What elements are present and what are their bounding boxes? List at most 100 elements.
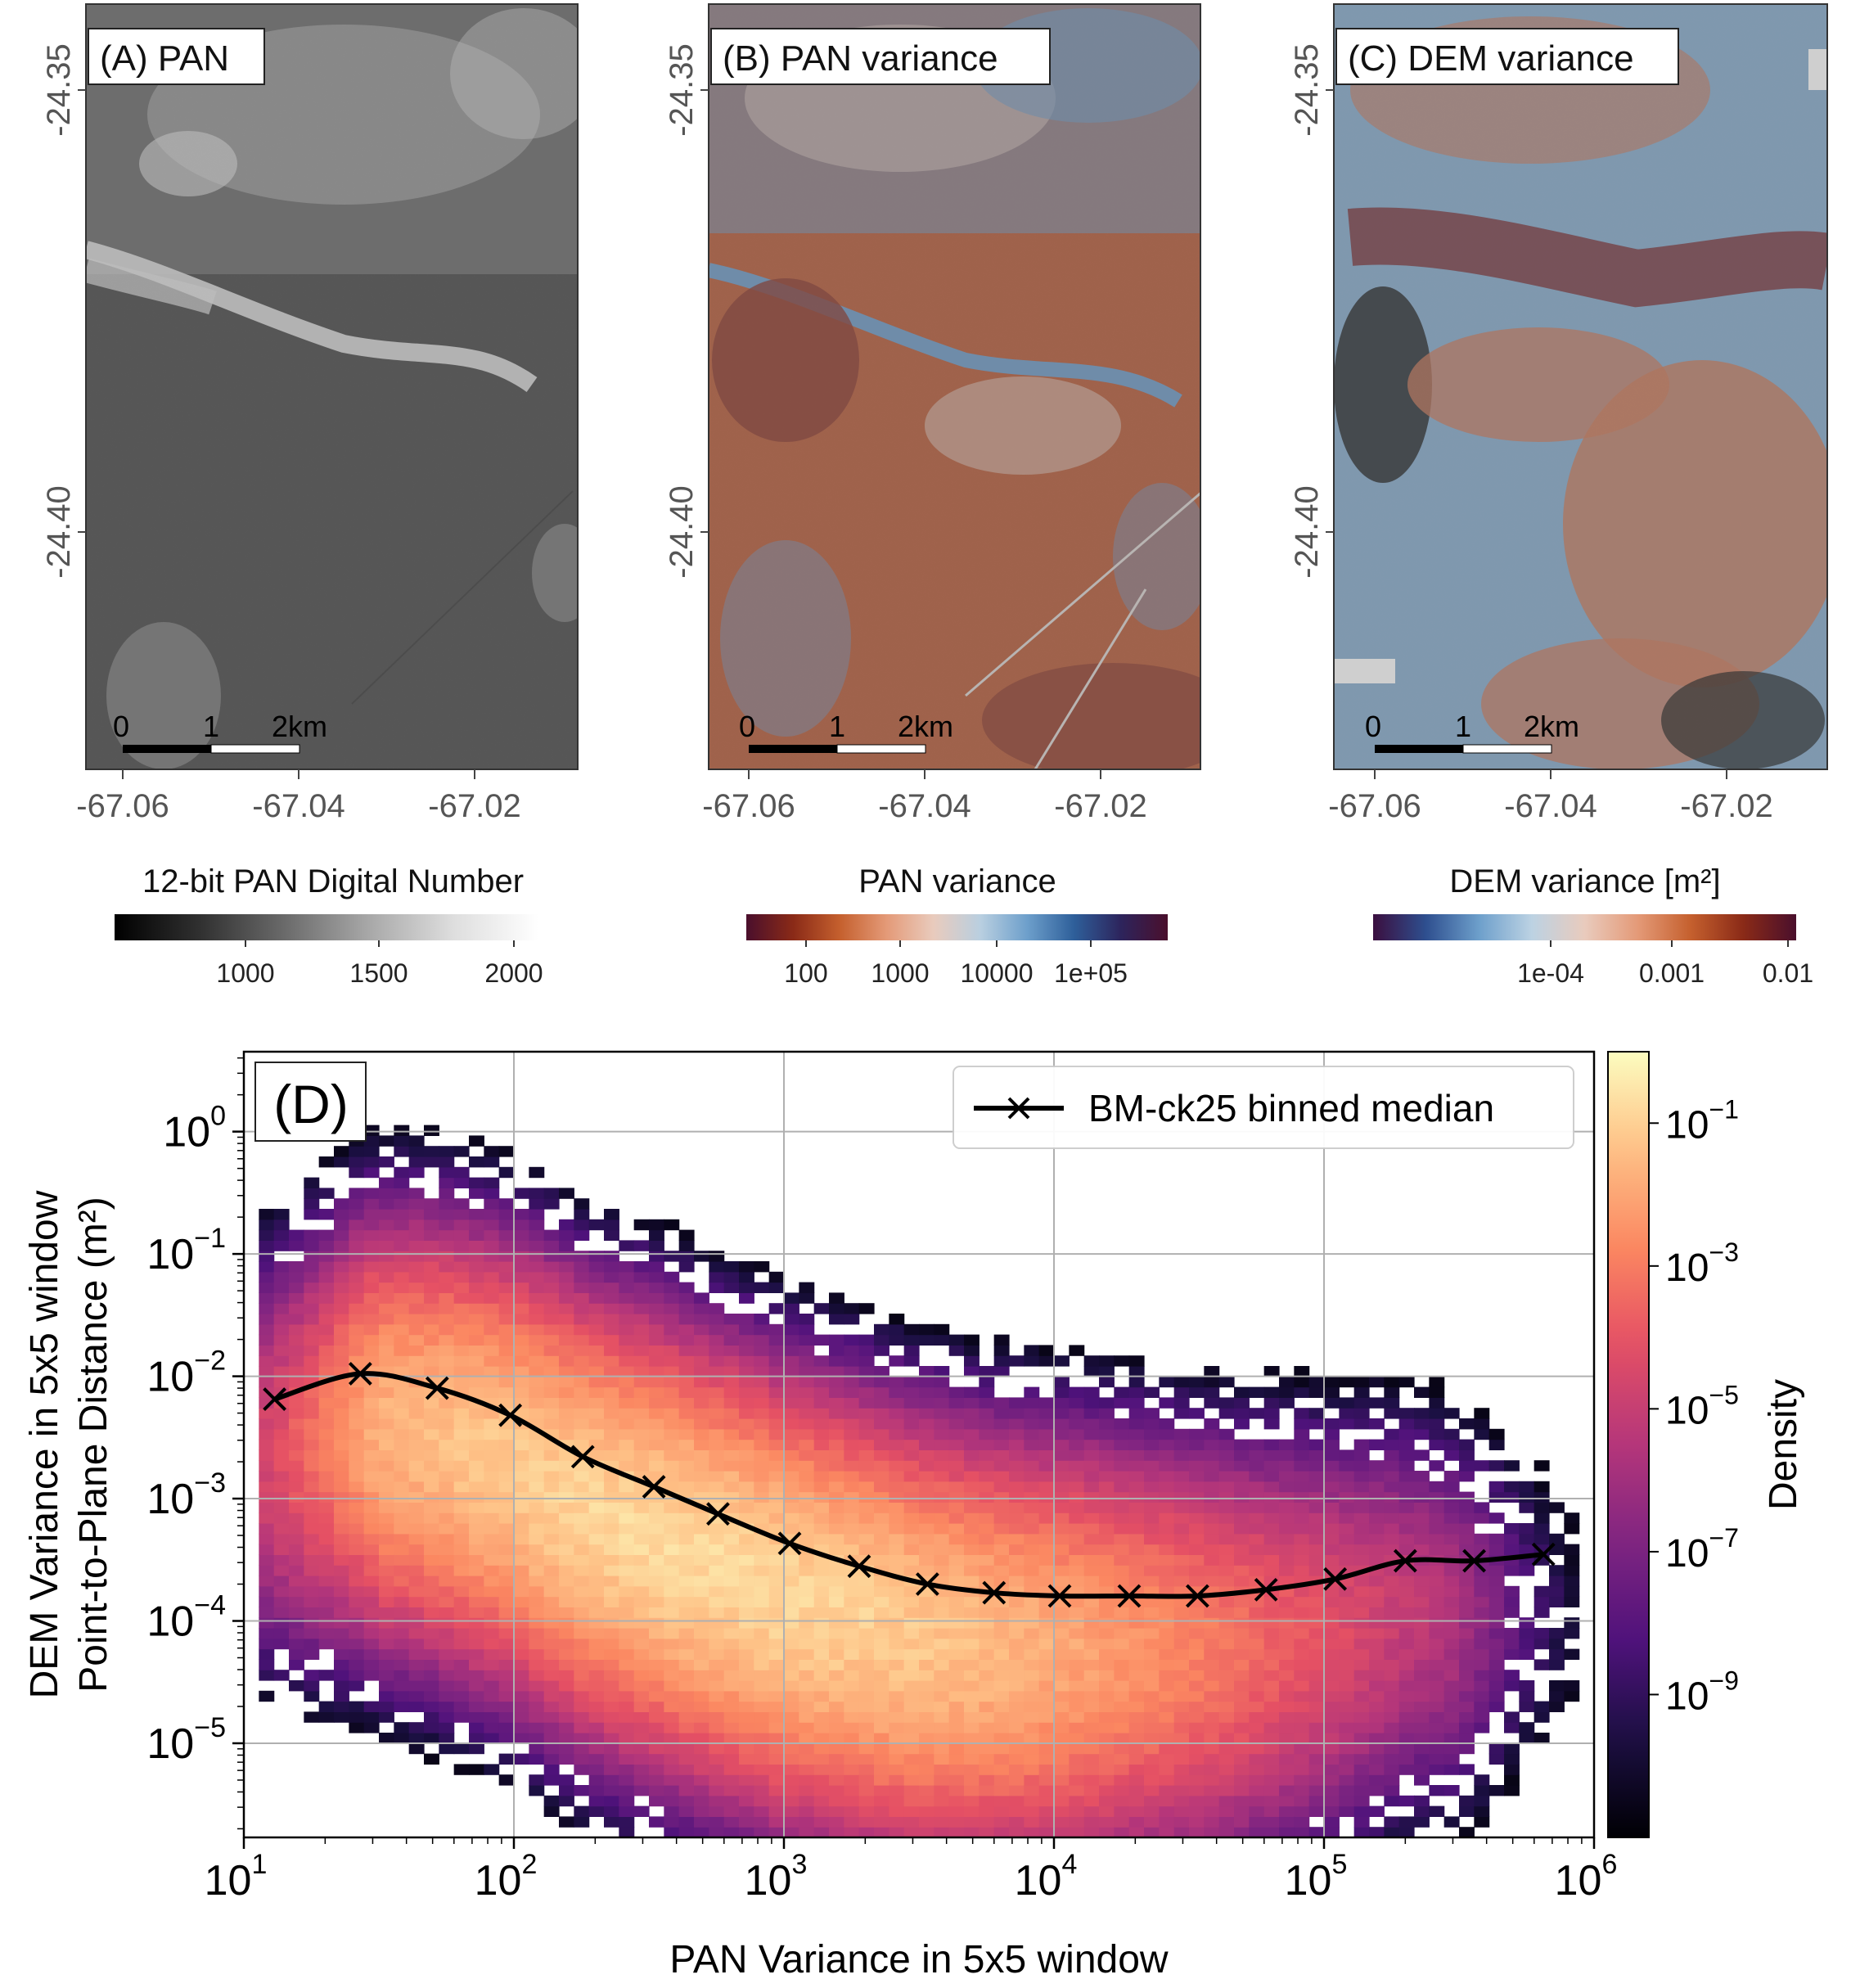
density-cell bbox=[664, 1376, 680, 1388]
density-cell bbox=[784, 1439, 799, 1450]
density-cell bbox=[964, 1795, 980, 1807]
density-cell bbox=[498, 1240, 515, 1251]
density-cell bbox=[574, 1617, 590, 1629]
density-cell bbox=[1009, 1701, 1025, 1712]
density-cell bbox=[379, 1670, 394, 1681]
density-cell bbox=[633, 1774, 650, 1786]
density-cell bbox=[919, 1607, 935, 1618]
density-cell bbox=[768, 1334, 785, 1346]
density-cell bbox=[889, 1711, 905, 1723]
density-cell bbox=[453, 1596, 470, 1607]
density-cell bbox=[754, 1439, 770, 1450]
density-cell bbox=[664, 1219, 680, 1231]
density-cell bbox=[1009, 1805, 1025, 1817]
density-cell bbox=[723, 1460, 740, 1472]
density-cell bbox=[304, 1303, 320, 1314]
density-cell bbox=[1009, 1418, 1025, 1430]
density-cell bbox=[574, 1648, 590, 1660]
density-cell bbox=[1429, 1805, 1445, 1817]
density-cell bbox=[439, 1460, 455, 1472]
density-cell bbox=[1114, 1722, 1130, 1733]
density-cell bbox=[304, 1460, 320, 1472]
density-cell bbox=[649, 1585, 664, 1598]
density-cell bbox=[1324, 1774, 1340, 1786]
density-cell bbox=[1263, 1460, 1280, 1472]
density-cell bbox=[1144, 1471, 1160, 1482]
density-cell bbox=[1234, 1753, 1250, 1765]
density-cell bbox=[739, 1785, 754, 1796]
density-cell bbox=[498, 1428, 515, 1440]
density-cell bbox=[1353, 1827, 1370, 1837]
density-cell bbox=[1069, 1690, 1085, 1702]
density-cell bbox=[799, 1355, 815, 1367]
density-cell bbox=[1519, 1701, 1535, 1712]
density-cell bbox=[1324, 1659, 1340, 1670]
density-cell bbox=[1054, 1711, 1070, 1723]
density-cell bbox=[273, 1345, 290, 1356]
density-cell bbox=[304, 1491, 320, 1503]
density-cell bbox=[1099, 1638, 1115, 1650]
density-cell bbox=[709, 1585, 725, 1598]
density-cell bbox=[678, 1251, 695, 1262]
density-cell bbox=[649, 1460, 664, 1472]
density-cell bbox=[1324, 1711, 1340, 1723]
density-cell bbox=[529, 1785, 545, 1796]
density-cell bbox=[259, 1585, 275, 1598]
svg-text:2km: 2km bbox=[898, 710, 953, 743]
density-cell bbox=[649, 1670, 664, 1681]
density-cell bbox=[1099, 1408, 1115, 1419]
density-cell bbox=[633, 1648, 650, 1660]
density-cell bbox=[858, 1742, 875, 1755]
density-cell bbox=[1099, 1753, 1115, 1765]
density-cell bbox=[709, 1334, 725, 1346]
density-cell bbox=[1128, 1491, 1145, 1503]
density-cell bbox=[979, 1460, 995, 1472]
density-cell bbox=[394, 1670, 410, 1681]
density-cell bbox=[439, 1638, 455, 1650]
density-cell bbox=[1054, 1376, 1070, 1388]
density-cell bbox=[784, 1805, 799, 1817]
density-cell bbox=[739, 1596, 754, 1607]
density-cell bbox=[694, 1355, 709, 1367]
density-cell bbox=[754, 1544, 770, 1555]
density-cell bbox=[1114, 1827, 1130, 1837]
density-cell bbox=[1173, 1471, 1190, 1482]
density-cell bbox=[1459, 1670, 1475, 1681]
density-cell bbox=[1398, 1408, 1415, 1419]
density-cell bbox=[394, 1638, 410, 1650]
density-cell bbox=[1054, 1733, 1070, 1744]
density-cell bbox=[919, 1638, 935, 1650]
density-cell bbox=[484, 1418, 500, 1430]
median-point bbox=[348, 1361, 372, 1386]
density-cell bbox=[543, 1795, 560, 1807]
density-cell bbox=[1533, 1523, 1550, 1535]
density-cell bbox=[1128, 1418, 1145, 1430]
density-cell bbox=[289, 1397, 304, 1409]
density-cell bbox=[498, 1471, 515, 1482]
density-cell bbox=[993, 1544, 1010, 1555]
density-cell bbox=[529, 1576, 545, 1587]
density-cell bbox=[919, 1816, 935, 1828]
density-cell bbox=[964, 1785, 980, 1796]
density-cell bbox=[1369, 1638, 1385, 1650]
density-cell bbox=[469, 1491, 484, 1503]
density-cell bbox=[1324, 1638, 1340, 1650]
density-cell bbox=[273, 1544, 290, 1555]
density-cell bbox=[768, 1742, 785, 1755]
density-cell bbox=[799, 1439, 815, 1450]
density-cell bbox=[694, 1376, 709, 1388]
density-cell bbox=[1069, 1408, 1085, 1419]
map-frame-c bbox=[1333, 3, 1828, 770]
density-cell bbox=[903, 1554, 920, 1566]
density-cell bbox=[334, 1303, 349, 1314]
density-cell bbox=[379, 1408, 394, 1419]
colorbar-c-title: DEM variance [m²] bbox=[1449, 863, 1720, 899]
density-cell bbox=[948, 1764, 965, 1775]
density-cell bbox=[559, 1785, 574, 1796]
median-point bbox=[706, 1502, 730, 1526]
density-cell bbox=[1474, 1690, 1490, 1702]
density-cell bbox=[889, 1742, 905, 1755]
density-cell bbox=[424, 1229, 439, 1241]
density-cell bbox=[588, 1670, 605, 1681]
density-cell bbox=[318, 1585, 335, 1598]
